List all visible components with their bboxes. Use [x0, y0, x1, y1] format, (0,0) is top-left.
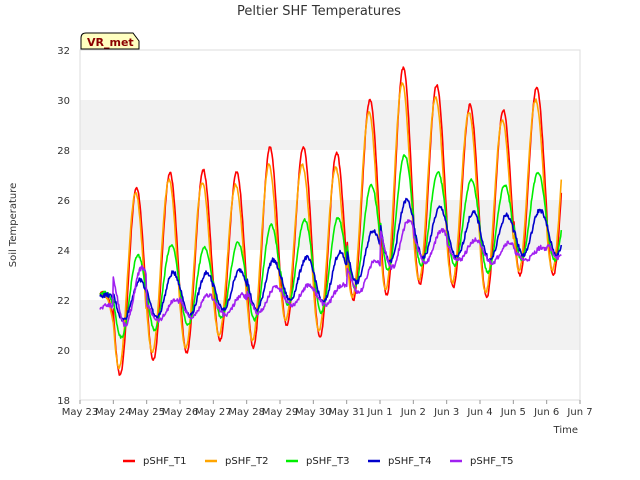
x-tick-label: Jun 3	[433, 407, 459, 418]
legend-label: pSHF_T3	[306, 456, 349, 467]
legend-label: pSHF_T2	[225, 456, 268, 467]
x-tick-label: May 29	[262, 407, 299, 418]
chart-title: Peltier SHF Temperatures	[237, 4, 401, 19]
series-line-pSHF_T5	[99, 219, 562, 328]
series-lines	[99, 66, 563, 376]
plot-band	[80, 350, 580, 400]
legend: pSHF_T1 pSHF_T2 pSHF_T3 pSHF_T4 pSHF_T5	[123, 456, 513, 467]
y-tick-label: 30	[57, 96, 70, 107]
x-tick-label: May 26	[162, 407, 199, 418]
legend-label: pSHF_T5	[470, 456, 513, 467]
series-line-pSHF_T3	[99, 154, 563, 339]
x-tick-label: Jun 1	[366, 407, 392, 418]
legend-label: pSHF_T4	[388, 456, 431, 467]
plot-band	[80, 100, 580, 150]
y-tick-label: 22	[57, 296, 70, 307]
x-tick-label: May 31	[328, 407, 365, 418]
x-tick-label: May 30	[295, 407, 332, 418]
x-tick-label: Jun 4	[466, 407, 492, 418]
y-tick-label: 20	[57, 346, 70, 357]
x-tick-label: May 27	[195, 407, 232, 418]
x-tick-label: Jun 2	[400, 407, 426, 418]
x-tick-label: May 28	[228, 407, 265, 418]
x-tick-label: May 23	[62, 407, 99, 418]
plot-frame	[79, 49, 581, 401]
station-badge-label: VR_met	[87, 36, 134, 49]
legend-label: pSHF_T1	[143, 456, 186, 467]
y-tick-label: 32	[57, 46, 70, 57]
station-badge: VR_met	[80, 32, 140, 50]
x-tick-label: Jun 5	[500, 407, 526, 418]
x-tick-label: Jun 7	[566, 407, 592, 418]
series-line-pSHF_T2	[99, 82, 563, 370]
y-tick-label: 28	[57, 146, 70, 157]
y-tick-label: 26	[57, 196, 70, 207]
x-tick-label: May 25	[128, 407, 165, 418]
x-axis-title: Time	[553, 425, 578, 436]
x-tick-label: May 24	[95, 407, 132, 418]
y-axis-ticks: 18 20 22 24 26 28 30 32	[57, 46, 70, 407]
x-tick-label: Jun 6	[533, 407, 559, 418]
plot-band	[80, 50, 580, 100]
y-tick-label: 24	[57, 246, 70, 257]
y-tick-label: 18	[57, 396, 70, 407]
series-line-pSHF_T4	[99, 197, 563, 322]
y-axis-title: Soil Temperature	[8, 183, 19, 268]
plot-band	[80, 300, 580, 350]
plot-band	[80, 150, 580, 200]
